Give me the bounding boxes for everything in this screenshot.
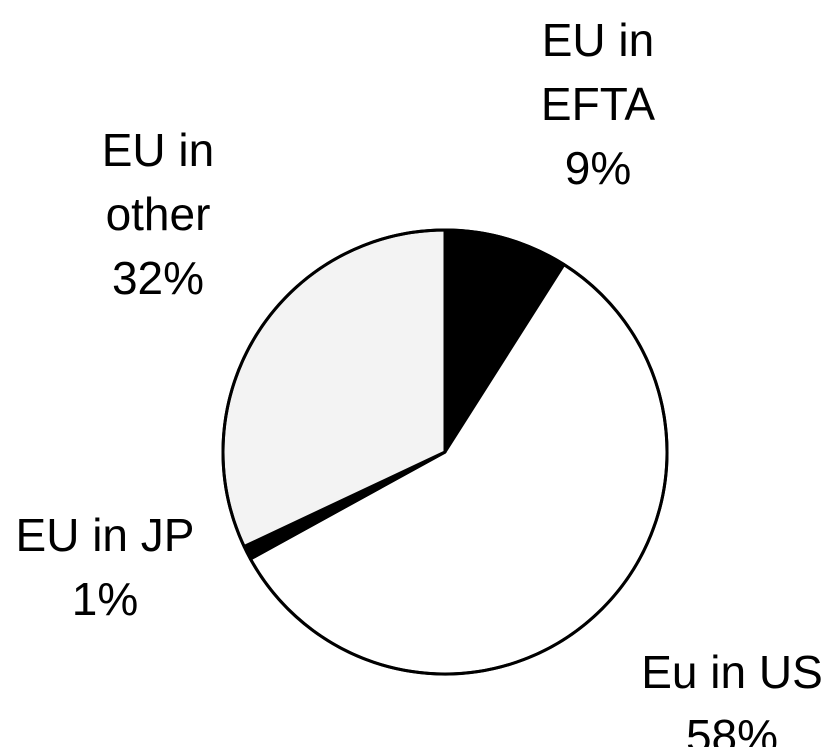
category-label: Eu in US bbox=[641, 646, 823, 698]
slice-label: EU in other 32% bbox=[63, 118, 253, 310]
value-label: 58% bbox=[685, 710, 779, 747]
slice-label: EU in JP 1% bbox=[0, 503, 235, 631]
value-label: 1% bbox=[71, 573, 139, 625]
category-label: EU in other bbox=[101, 124, 215, 240]
category-label: EU in JP bbox=[15, 509, 195, 561]
slice-label: EU in EFTA 9% bbox=[503, 8, 693, 200]
value-label: 9% bbox=[564, 142, 632, 194]
pie-outline bbox=[221, 228, 669, 676]
category-label: EU in EFTA bbox=[540, 14, 656, 130]
value-label: 32% bbox=[111, 252, 205, 304]
slice-label: Eu in US 58% bbox=[602, 640, 832, 747]
